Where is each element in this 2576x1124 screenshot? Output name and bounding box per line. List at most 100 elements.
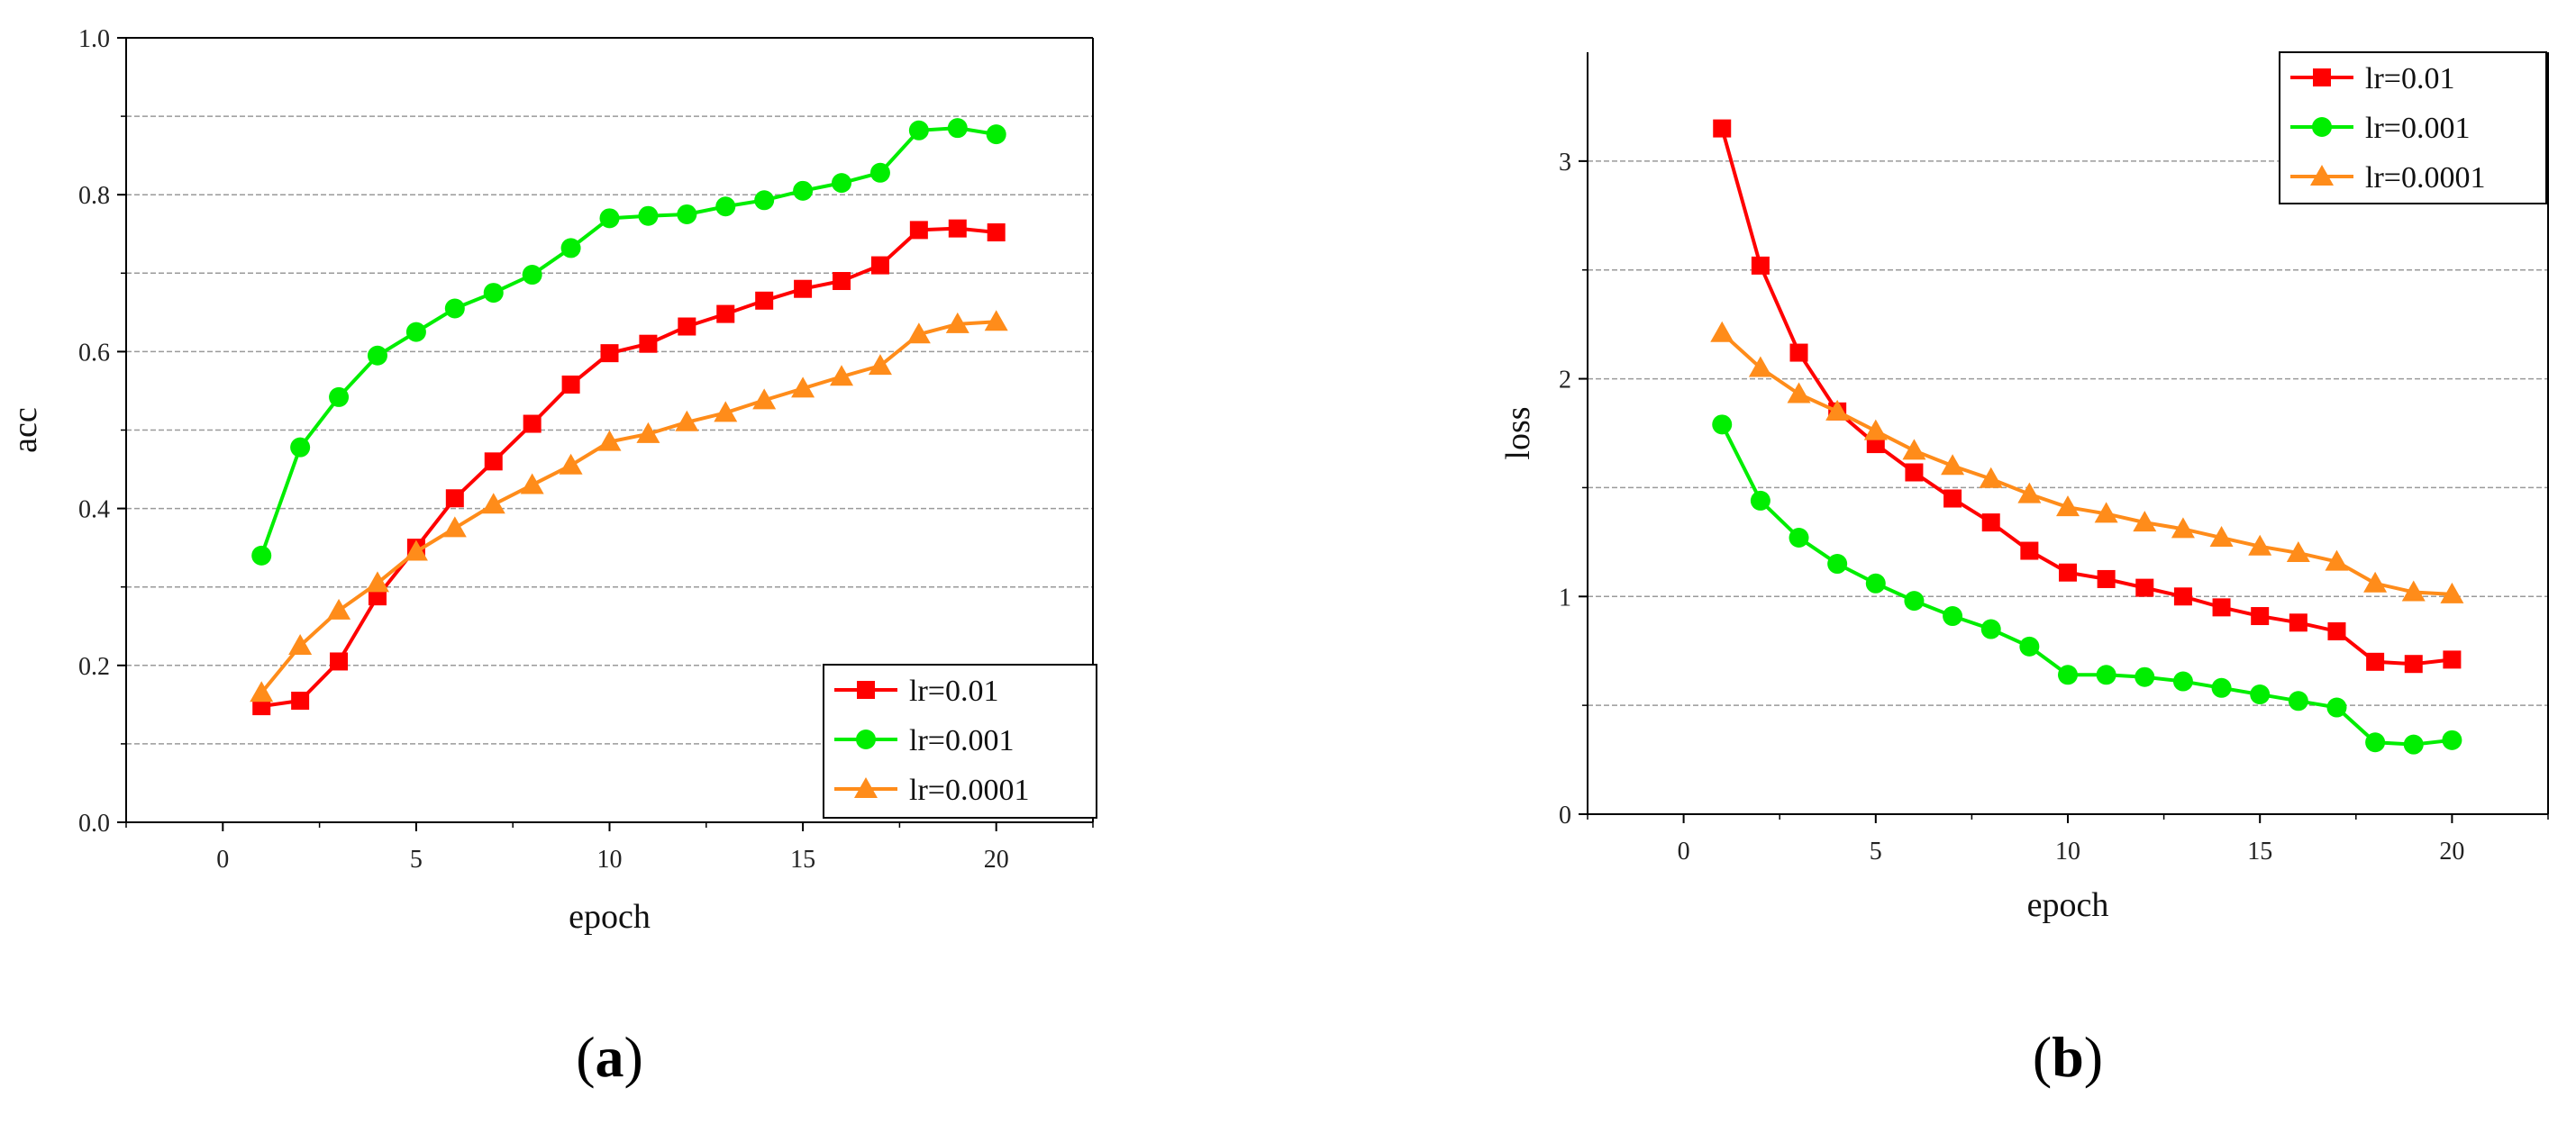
data-point bbox=[2288, 691, 2308, 712]
legend-swatch-marker bbox=[856, 730, 876, 749]
data-point bbox=[2059, 563, 2077, 582]
data-point bbox=[2404, 655, 2423, 674]
data-point bbox=[868, 354, 892, 376]
data-point bbox=[2251, 607, 2270, 626]
data-point bbox=[791, 376, 815, 398]
data-point bbox=[675, 410, 699, 431]
y-tick-label: 0.2 bbox=[78, 653, 110, 681]
y-axis-label: acc bbox=[6, 407, 44, 453]
data-point bbox=[1751, 256, 1770, 275]
data-point bbox=[2212, 598, 2231, 617]
legend-entry: lr=0.001 bbox=[2365, 112, 2470, 145]
y-tick-label: 0.6 bbox=[78, 339, 110, 367]
data-point bbox=[1902, 439, 1926, 460]
data-point bbox=[445, 489, 464, 508]
data-point bbox=[1905, 463, 1924, 482]
data-point bbox=[754, 190, 775, 211]
data-point bbox=[2209, 526, 2234, 548]
data-point bbox=[2097, 569, 2116, 588]
data-point bbox=[288, 634, 313, 656]
series-line bbox=[260, 226, 997, 709]
data-point bbox=[560, 238, 581, 258]
panel-label: (a) bbox=[576, 1025, 643, 1089]
data-point bbox=[2325, 549, 2349, 571]
data-point bbox=[1941, 454, 1965, 476]
data-point bbox=[1863, 419, 1888, 440]
series-line bbox=[1720, 331, 2453, 596]
data-point bbox=[636, 422, 660, 443]
x-axis-label: epoch bbox=[569, 898, 651, 936]
data-point bbox=[329, 386, 350, 407]
data-point bbox=[367, 345, 387, 366]
data-point bbox=[481, 493, 505, 514]
data-point bbox=[830, 365, 854, 386]
series-3 bbox=[1710, 321, 2464, 603]
data-point bbox=[2440, 582, 2464, 603]
data-point bbox=[600, 344, 619, 363]
x-tick-label: 5 bbox=[1870, 838, 1882, 866]
data-point bbox=[2094, 502, 2118, 523]
x-tick-label: 20 bbox=[2439, 838, 2464, 866]
legend-swatch-marker bbox=[2310, 165, 2334, 186]
legend-swatch-marker bbox=[2313, 68, 2331, 86]
data-point bbox=[291, 691, 310, 710]
legend-entry: lr=0.0001 bbox=[2365, 161, 2485, 195]
data-point bbox=[906, 322, 931, 344]
data-point bbox=[715, 196, 736, 217]
series-line bbox=[1720, 128, 2453, 666]
data-point bbox=[909, 221, 928, 240]
data-point bbox=[2135, 578, 2154, 597]
data-point bbox=[639, 334, 658, 353]
legend-swatch-marker bbox=[2312, 117, 2332, 137]
data-point bbox=[405, 322, 426, 342]
data-point bbox=[1748, 356, 1772, 377]
data-point bbox=[984, 310, 1008, 331]
x-tick-label: 5 bbox=[410, 846, 423, 874]
data-point bbox=[597, 430, 622, 451]
series-3 bbox=[250, 310, 1008, 702]
data-point bbox=[1712, 414, 1733, 435]
data-point bbox=[1787, 382, 1811, 403]
data-point bbox=[2133, 511, 2157, 532]
data-point bbox=[1789, 343, 1808, 362]
data-point bbox=[2096, 665, 2116, 685]
data-point bbox=[1750, 490, 1770, 511]
data-point bbox=[484, 452, 503, 471]
legend-entry: lr=0.01 bbox=[2365, 62, 2454, 95]
data-point bbox=[2248, 534, 2272, 556]
x-tick-label: 15 bbox=[790, 846, 815, 874]
data-point bbox=[948, 219, 967, 238]
data-point bbox=[1825, 399, 1850, 421]
data-point bbox=[523, 414, 542, 433]
data-point bbox=[561, 375, 580, 394]
data-point bbox=[870, 256, 889, 275]
data-point bbox=[444, 298, 465, 319]
data-point bbox=[2403, 734, 2424, 755]
data-point bbox=[752, 388, 777, 410]
data-point bbox=[714, 401, 738, 422]
x-tick-label: 15 bbox=[2247, 838, 2272, 866]
data-point bbox=[1980, 619, 2001, 639]
data-point bbox=[1789, 528, 1809, 548]
data-point bbox=[1710, 321, 1734, 342]
data-point bbox=[2058, 665, 2078, 685]
panel-label: (b) bbox=[2033, 1025, 2103, 1089]
y-tick-label: 1 bbox=[1559, 584, 1571, 612]
x-tick-label: 10 bbox=[597, 846, 623, 874]
y-axis-label: loss bbox=[1499, 406, 1537, 459]
data-point bbox=[2019, 636, 2040, 657]
legend-entry: lr=0.001 bbox=[909, 724, 1014, 757]
data-point bbox=[1981, 513, 2000, 532]
data-point bbox=[2172, 671, 2193, 692]
series-2 bbox=[1712, 414, 2462, 755]
y-tick-label: 2 bbox=[1559, 367, 1571, 394]
data-point bbox=[1943, 489, 1962, 508]
data-point bbox=[2250, 684, 2271, 705]
x-tick-label: 0 bbox=[216, 846, 229, 874]
data-point bbox=[2326, 697, 2347, 718]
data-point bbox=[908, 120, 929, 140]
legend-entry: lr=0.01 bbox=[909, 675, 998, 708]
data-point bbox=[2365, 732, 2386, 753]
data-point bbox=[947, 118, 968, 139]
